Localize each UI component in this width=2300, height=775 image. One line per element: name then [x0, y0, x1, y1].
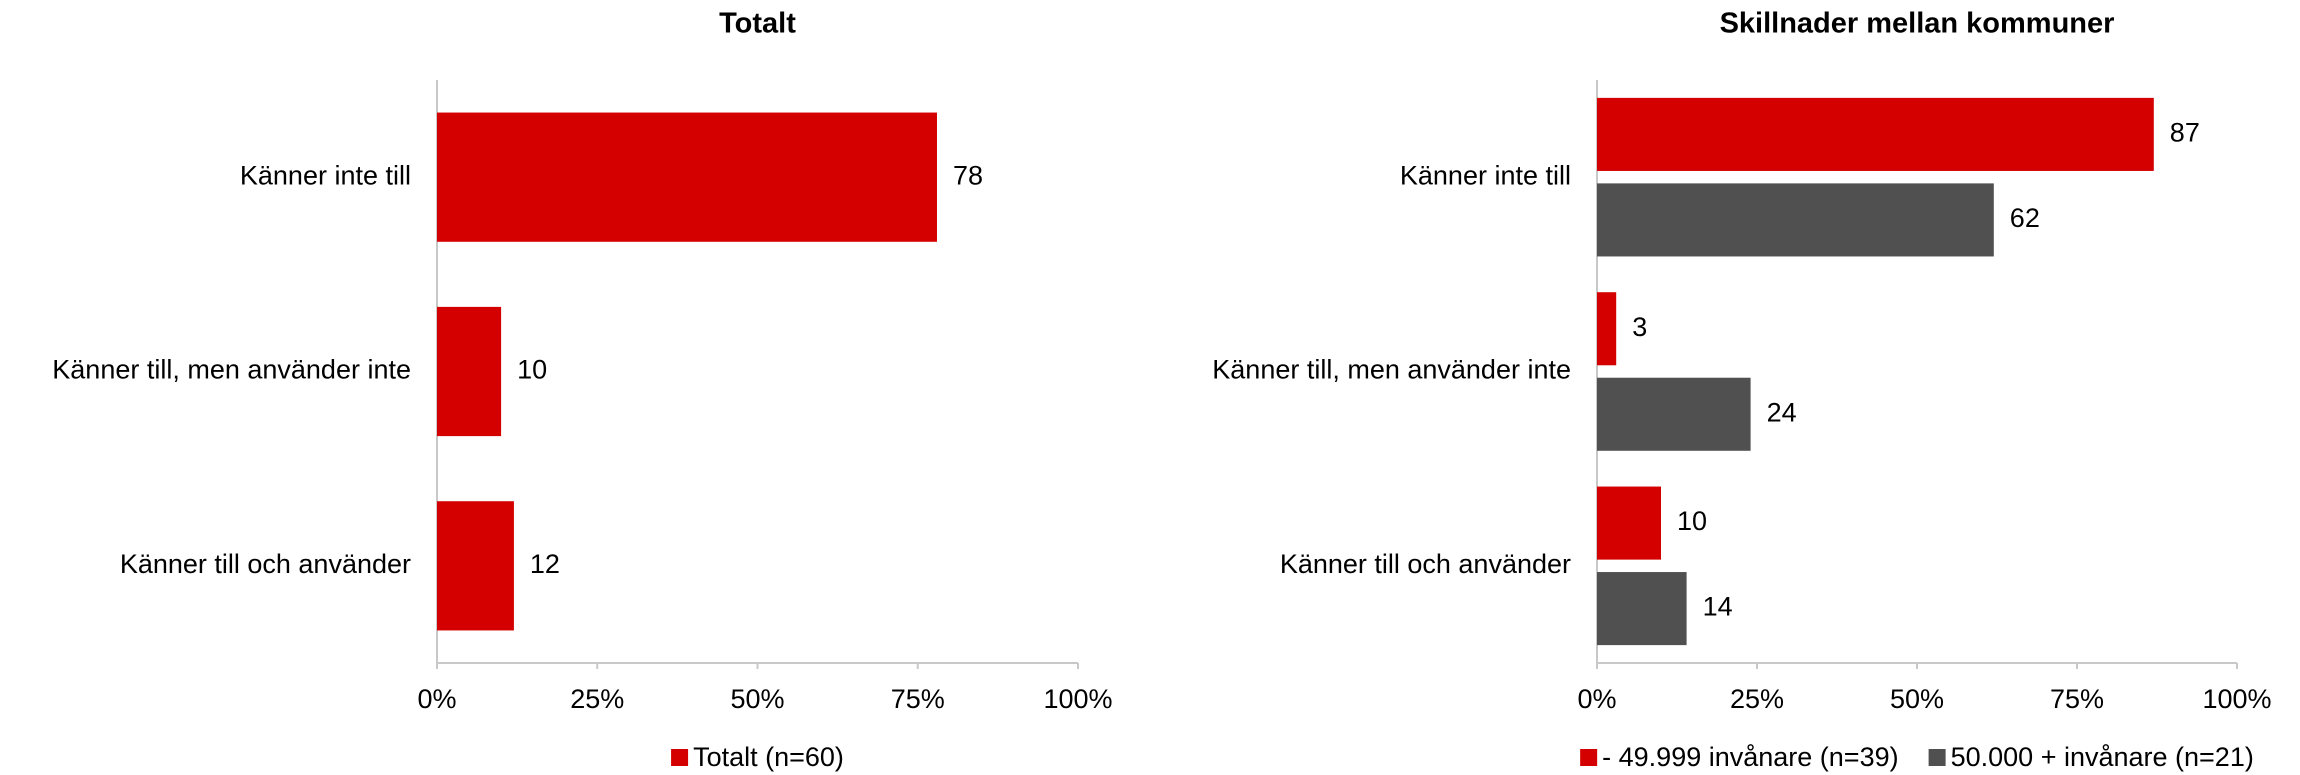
x-tick-label: 25%: [570, 684, 624, 714]
bar: [1597, 97, 2154, 171]
legend-label: - 49.999 invånare (n=39): [1602, 742, 1898, 772]
category-label: Känner till, men använder inte: [1212, 355, 1571, 385]
value-label: 12: [530, 549, 560, 579]
bar: [1597, 486, 1661, 560]
bar: [437, 501, 514, 631]
legend-swatch: [1928, 749, 1946, 766]
legend: - 49.999 invånare (n=39) 50.000 + invånar…: [1580, 742, 2254, 772]
chart-title: Skillnader mellan kommuner: [1720, 8, 2115, 40]
legend-label: 50.000 + invånare (n=21): [1951, 742, 2254, 772]
value-label: 78: [953, 160, 983, 190]
value-label: 62: [2010, 203, 2040, 233]
bar: [437, 112, 937, 242]
category-label: Känner till och använder: [120, 549, 411, 579]
bar: [1597, 183, 1994, 257]
x-tick-label: 100%: [1043, 684, 1112, 714]
x-tick-label: 50%: [1890, 684, 1944, 714]
value-label: 24: [1767, 397, 1797, 427]
chart-title: Totalt: [719, 8, 796, 40]
value-label: 87: [2170, 118, 2200, 148]
chart: Totalt 0% 25% 50% 75% 100% Känner inte till 78 K…: [52, 8, 1112, 772]
category-label: Känner inte till: [240, 160, 411, 190]
legend-swatch: [1580, 749, 1598, 766]
value-label: 10: [517, 355, 547, 385]
x-tick-label: 100%: [2202, 684, 2271, 714]
legend-label: Totalt (n=60): [693, 742, 844, 772]
category-label: Känner inte till: [1400, 160, 1571, 190]
category-label: Känner till, men använder inte: [52, 355, 411, 385]
legend-swatch: [671, 749, 689, 766]
bar: [1597, 377, 1751, 451]
value-label: 14: [1703, 592, 1733, 622]
category-label: Känner till och använder: [1280, 549, 1571, 579]
x-tick-label: 50%: [730, 684, 784, 714]
x-tick-label: 0%: [1577, 684, 1616, 714]
chart: Skillnader mellan kommuner 0% 25% 50% 75% 100…: [1212, 8, 2271, 772]
bar: [1597, 292, 1617, 366]
bar: [1597, 572, 1687, 646]
x-tick-label: 75%: [891, 684, 945, 714]
bar: [437, 306, 502, 437]
x-tick-label: 75%: [2050, 684, 2104, 714]
value-label: 10: [1677, 506, 1707, 536]
legend: Totalt (n=60): [671, 742, 844, 772]
x-tick-label: 25%: [1730, 684, 1784, 714]
value-label: 3: [1632, 312, 1647, 342]
x-tick-label: 0%: [417, 684, 456, 714]
